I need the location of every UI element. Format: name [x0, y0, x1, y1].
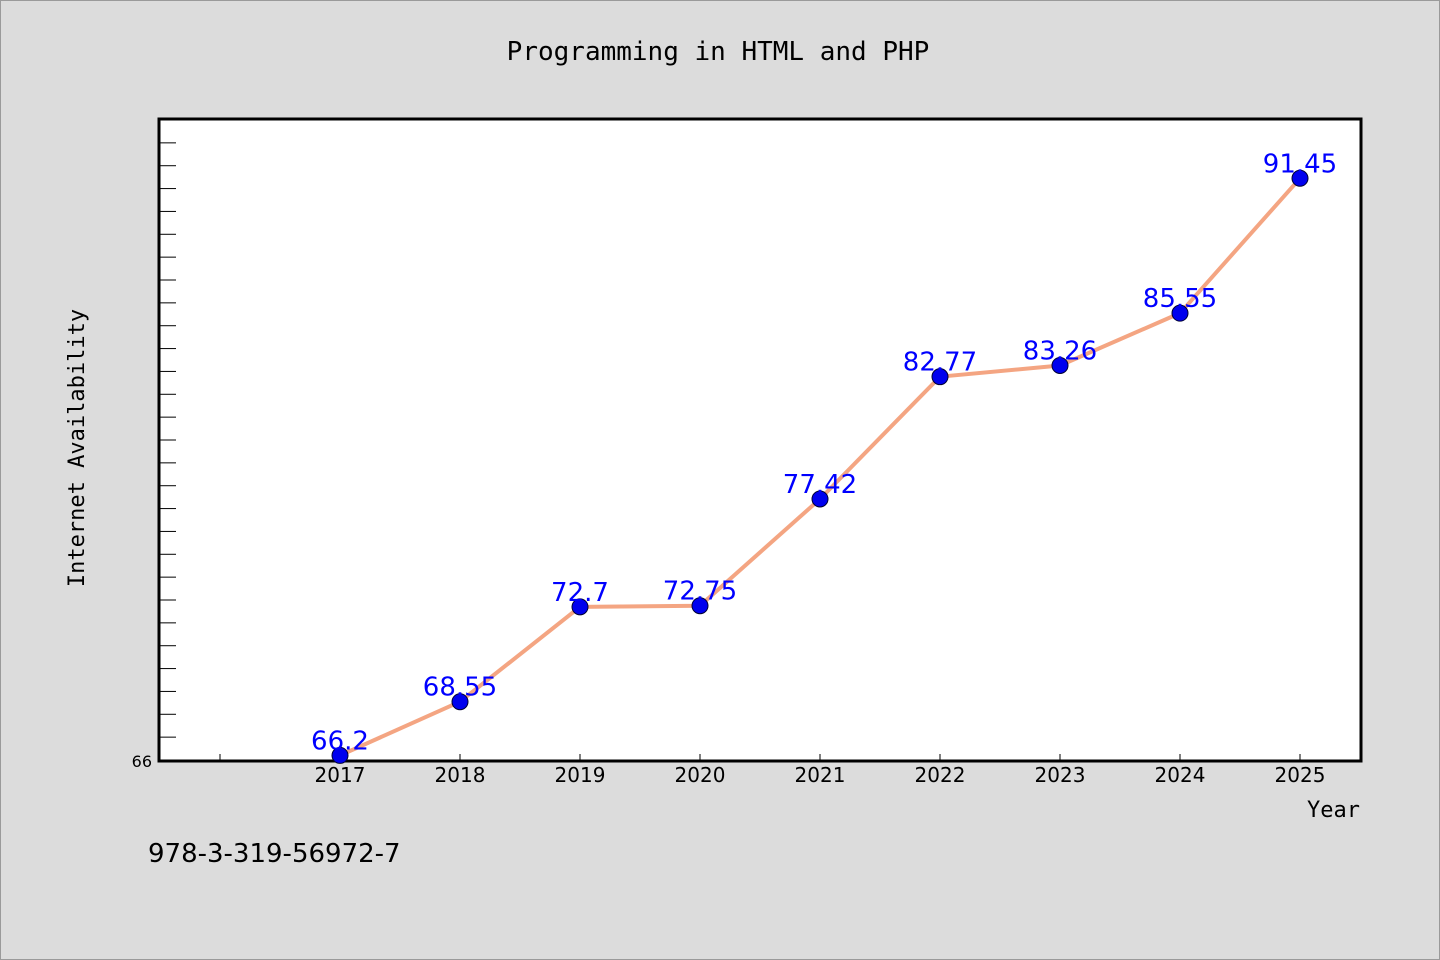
- plot-area: [157, 117, 1363, 763]
- data-point: [451, 693, 469, 711]
- data-label: 85.55: [1143, 284, 1217, 314]
- data-label: 91.45: [1263, 149, 1337, 179]
- data-label: 72.75: [663, 577, 737, 607]
- y-axis-label: Internet Availability: [65, 309, 90, 587]
- x-tick-label: 2023: [1035, 763, 1086, 787]
- data-label: 83.26: [1023, 336, 1097, 366]
- data-point: [1291, 169, 1309, 187]
- data-label: 72.7: [551, 578, 609, 608]
- x-tick-label: 2021: [795, 763, 846, 787]
- series-layer: 66.2 68.55 72.7 72.75 77.42 82.77 83.26 85.55 91…: [311, 149, 1337, 764]
- y-axis-ticks: [160, 142, 176, 738]
- data-point: [571, 598, 589, 616]
- x-tick-label: 2024: [1155, 763, 1206, 787]
- data-label: 77.42: [783, 470, 857, 500]
- chart-title: Programming in HTML and PHP: [507, 37, 930, 67]
- x-tick-label: 2018: [435, 763, 486, 787]
- x-tick-label: 2020: [675, 763, 726, 787]
- data-point: [1051, 356, 1069, 374]
- data-label: 66.2: [311, 726, 369, 756]
- data-label: 82.77: [903, 348, 977, 378]
- data-point: [331, 746, 349, 764]
- data-label: 68.55: [423, 673, 497, 703]
- isbn-text: 978-3-319-56972-7: [148, 839, 401, 869]
- x-tick-label: 2022: [915, 763, 966, 787]
- x-axis-label: Year: [1307, 798, 1360, 823]
- data-point: [931, 368, 949, 386]
- x-tick-label: 2019: [555, 763, 606, 787]
- x-tick-label: 2017: [315, 763, 366, 787]
- data-point: [1171, 304, 1189, 322]
- data-point: [811, 490, 829, 508]
- x-tick-label: 2025: [1275, 763, 1326, 787]
- data-point: [691, 597, 709, 615]
- x-tick-labels: 2017 2018 2019 2020 2021 2022 2023 2024 2025: [315, 763, 1326, 787]
- y-tick-label-66: 66: [132, 752, 152, 771]
